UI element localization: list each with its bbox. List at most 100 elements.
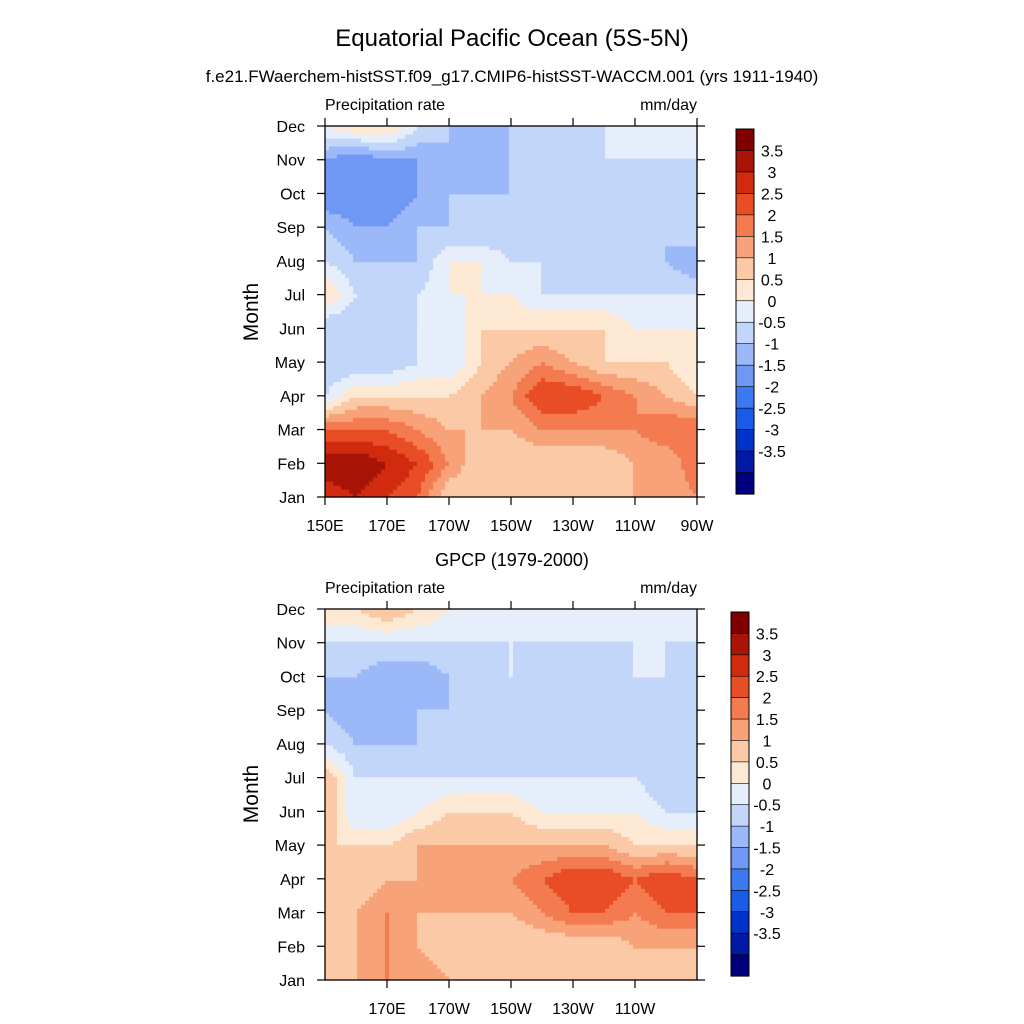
contour-cell [377, 433, 382, 438]
contour-cell [417, 409, 422, 414]
contour-cell [525, 337, 530, 342]
contour-cell [429, 453, 434, 458]
contour-cell [413, 393, 418, 398]
contour-cell [457, 393, 462, 398]
contour-cell [689, 381, 694, 386]
contour-cell [329, 449, 334, 454]
contour-cell [577, 357, 582, 362]
contour-cell [597, 333, 602, 338]
contour-cell [681, 317, 686, 322]
contour-cell [553, 481, 558, 486]
contour-cell [649, 361, 654, 366]
contour-cell [589, 365, 594, 370]
contour-cell [529, 373, 534, 378]
contour-cell [425, 325, 430, 330]
contour-cell [557, 457, 562, 462]
contour-cell [613, 310, 618, 315]
contour-cell [421, 290, 426, 295]
contour-cell [597, 429, 602, 434]
contour-cell [657, 401, 662, 406]
contour-cell [349, 489, 354, 494]
contour-cell [489, 294, 494, 299]
contour-cell [665, 349, 670, 354]
contour-cell [509, 369, 514, 374]
contour-cell [333, 353, 338, 358]
contour-cell [565, 286, 570, 291]
contour-cell [677, 313, 682, 318]
contour-cell [541, 441, 546, 446]
contour-cell [457, 286, 462, 291]
contour-cell [405, 417, 410, 422]
contour-cell [345, 477, 350, 482]
contour-cell [437, 321, 442, 326]
contour-cell [625, 321, 630, 326]
contour-cell [417, 325, 422, 330]
contour-cell [369, 413, 374, 418]
contour-cell [605, 361, 610, 366]
contour-cell [489, 385, 494, 390]
contour-cell [353, 361, 358, 366]
contour-cell [357, 365, 362, 370]
contour-cell [441, 377, 446, 382]
contour-cell [689, 369, 694, 374]
contour-cell [457, 445, 462, 450]
contour-cell [497, 306, 502, 311]
contour-cell [361, 290, 366, 295]
contour-cell [353, 393, 358, 398]
contour-cell [377, 369, 382, 374]
contour-cell [657, 473, 662, 478]
contour-cell [541, 413, 546, 418]
contour-cell [613, 357, 618, 362]
contour-cell [661, 409, 666, 414]
contour-cell [681, 473, 686, 478]
contour-cell [501, 425, 506, 430]
contour-cell [657, 421, 662, 426]
contour-cell [417, 457, 422, 462]
contour-cell [473, 317, 478, 322]
contour-cell [497, 401, 502, 406]
contour-cell [661, 341, 666, 346]
contour-cell [577, 385, 582, 390]
contour-cell [549, 321, 554, 326]
contour-cell [561, 485, 566, 490]
contour-cell [377, 302, 382, 307]
contour-cell [393, 401, 398, 406]
contour-cell [545, 405, 550, 410]
contour-cell [441, 381, 446, 386]
contour-cell [413, 349, 418, 354]
contour-cell [553, 389, 558, 394]
contour-cell [329, 329, 334, 334]
contour-cell [549, 317, 554, 322]
contour-cell [477, 401, 482, 406]
contour-cell [469, 302, 474, 307]
contour-cell [465, 401, 470, 406]
contour-cell [361, 449, 366, 454]
contour-cell [513, 449, 518, 454]
contour-cell [369, 349, 374, 354]
contour-cell [677, 302, 682, 307]
contour-cell [665, 441, 670, 446]
contour-cell [653, 321, 658, 326]
contour-cell [621, 286, 626, 291]
contour-cell [409, 477, 414, 482]
contour-cell [417, 489, 422, 494]
contour-cell [649, 298, 654, 303]
contour-cell [605, 445, 610, 450]
contour-cell [601, 333, 606, 338]
contour-cell [505, 345, 510, 350]
contour-cell [633, 437, 638, 442]
contour-cell [337, 485, 342, 490]
contour-cell [465, 441, 470, 446]
contour-cell [481, 361, 486, 366]
contour-cell [345, 401, 350, 406]
contour-cell [425, 357, 430, 362]
contour-cell [505, 393, 510, 398]
contour-cell [553, 489, 558, 494]
contour-cell [489, 377, 494, 382]
contour-cell [421, 286, 426, 291]
contour-cell [357, 313, 362, 318]
contour-cell [525, 457, 530, 462]
contour-cell [449, 381, 454, 386]
contour-cell [609, 441, 614, 446]
contour-cell [457, 405, 462, 410]
